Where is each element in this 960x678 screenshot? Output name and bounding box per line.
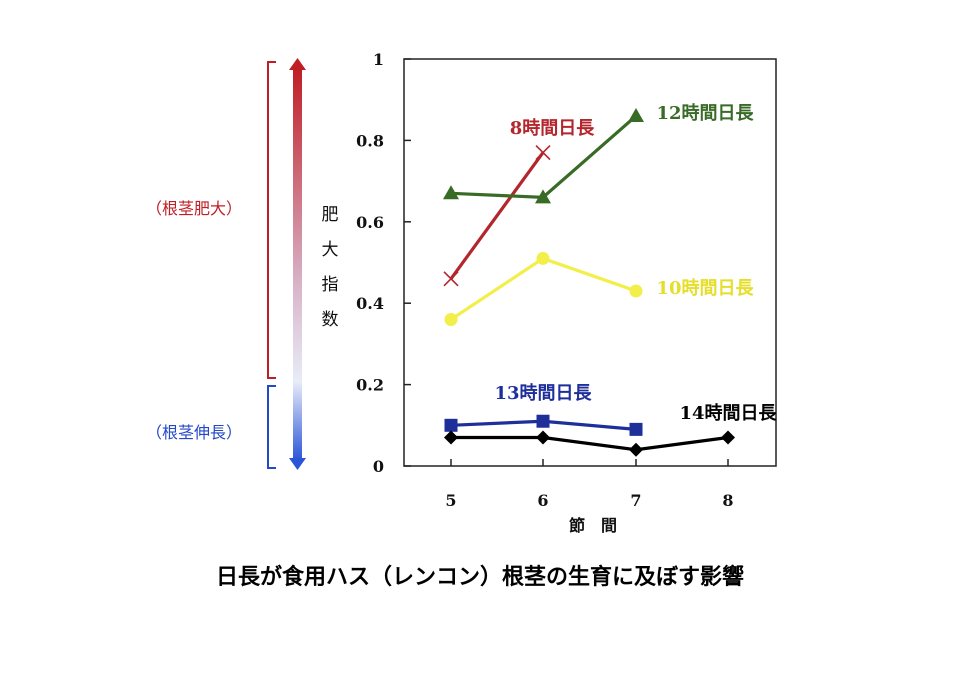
x-tick-label: 5 xyxy=(445,491,456,510)
x-tick-label: 8 xyxy=(722,491,733,510)
x-tick-label: 7 xyxy=(630,491,641,510)
data-point xyxy=(721,430,735,445)
series-labels: 8時間日長 12時間日長 10時間日長 13時間日長 14時間日長 xyxy=(494,103,777,424)
y-tick-label: 0.4 xyxy=(356,294,384,313)
series-layer xyxy=(443,107,735,457)
gradient-bar xyxy=(293,68,302,460)
series-label: 13時間日長 xyxy=(494,383,592,404)
data-point xyxy=(628,107,644,122)
data-point xyxy=(536,430,550,445)
up-arrow-icon xyxy=(289,58,306,70)
data-point xyxy=(443,185,459,200)
series-label: 10時間日長 xyxy=(656,278,754,299)
data-point xyxy=(536,251,550,265)
data-point xyxy=(444,312,458,326)
x-tick-label: 6 xyxy=(537,491,548,510)
data-point xyxy=(535,145,551,161)
top-label: （根茎肥大） xyxy=(146,199,242,218)
vertical-axis-label-char: 指 xyxy=(322,275,339,295)
series-label: 12時間日長 xyxy=(656,103,754,124)
series-line xyxy=(451,435,729,452)
y-tick-label: 0.2 xyxy=(356,376,384,395)
down-arrow-icon xyxy=(289,458,306,470)
vertical-axis-label-char: 大 xyxy=(322,240,339,260)
data-point xyxy=(443,271,459,287)
data-point xyxy=(629,284,643,298)
vertical-axis-label-char: 数 xyxy=(322,310,339,330)
vertical-axis-label-char: 肥 xyxy=(322,205,339,225)
y-tick-label: 0 xyxy=(373,457,384,476)
x-axis-title: 節 間 xyxy=(568,516,617,535)
side-scale: （根茎肥大） （根茎伸長） 肥 大 指 数 xyxy=(146,58,339,470)
bottom-label: （根茎伸長） xyxy=(146,423,242,442)
plot-frame xyxy=(403,58,777,467)
plot-area: 0 0.2 0.4 0.6 0.8 1 5 6 7 8 8時間日長 12時間日長 10時間日長 13時… xyxy=(356,50,777,510)
figure-title: 日長が食用ハス（レンコン）根茎の生育に及ぼす影響 xyxy=(216,564,744,590)
y-tick-label: 0.8 xyxy=(356,131,384,150)
top-bracket xyxy=(267,61,276,379)
data-point xyxy=(535,189,551,204)
data-point xyxy=(629,422,643,436)
data-point xyxy=(444,430,458,445)
series-line xyxy=(449,151,545,280)
x-axis-ticks: 5 6 7 8 xyxy=(445,459,734,510)
series-line xyxy=(450,256,637,321)
data-point xyxy=(444,418,458,432)
data-point xyxy=(629,442,643,457)
series-label: 8時間日長 xyxy=(510,118,596,139)
y-tick-label: 0.6 xyxy=(356,213,384,232)
bottom-bracket xyxy=(267,385,276,469)
series-label: 14時間日長 xyxy=(679,403,777,424)
data-point xyxy=(536,414,550,428)
y-axis-ticks: 0 0.2 0.4 0.6 0.8 1 xyxy=(356,50,411,476)
y-tick-label: 1 xyxy=(373,50,384,69)
